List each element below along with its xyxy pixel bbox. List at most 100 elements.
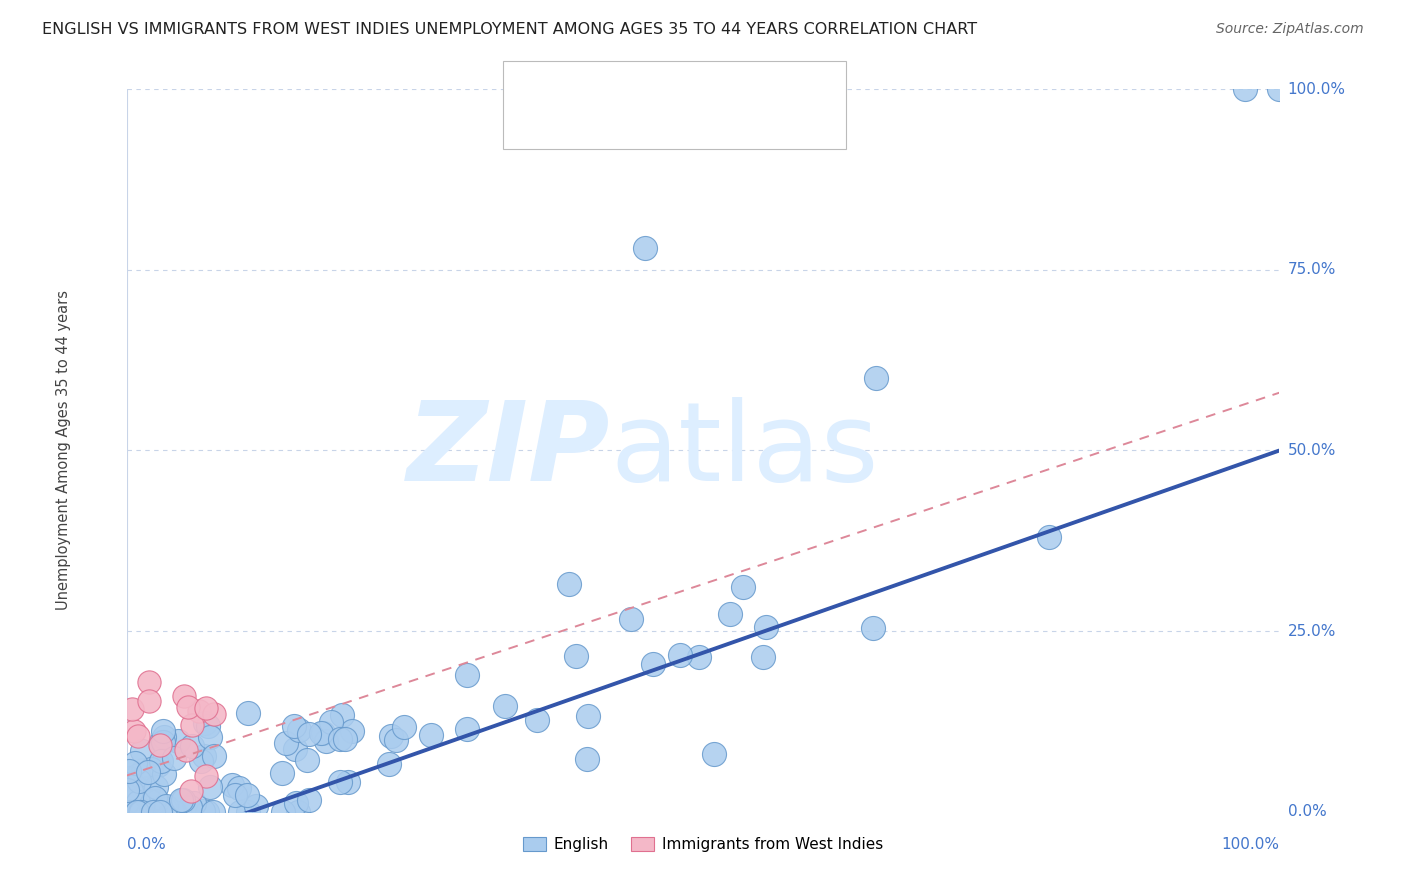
Point [153, 802, 176, 816]
Point [195, 701, 218, 715]
Point [337, 775, 360, 789]
Point [138, 780, 160, 795]
Point [138, 674, 160, 689]
Point [342, 723, 364, 738]
Point [122, 805, 145, 819]
Point [688, 650, 710, 665]
Point [718, 607, 741, 621]
Point [145, 790, 167, 805]
Bar [520, 110, 558, 137]
Point [129, 805, 152, 819]
Point [271, 805, 294, 819]
Point [120, 805, 142, 819]
Point [526, 713, 548, 727]
Bar [520, 72, 558, 100]
Text: 0.0%: 0.0% [1288, 805, 1326, 819]
Text: 25.0%: 25.0% [1288, 624, 1336, 639]
Point [224, 788, 246, 802]
Point [312, 726, 335, 740]
Point [576, 752, 599, 766]
Point [132, 763, 155, 777]
Text: N =: N = [707, 115, 737, 130]
Text: N =: N = [707, 79, 737, 95]
Point [127, 768, 149, 782]
Point [200, 730, 222, 744]
Point [125, 805, 148, 819]
Point [641, 657, 664, 671]
Point [129, 805, 152, 819]
Point [634, 241, 657, 255]
Point [181, 739, 204, 753]
Point [127, 729, 149, 743]
Point [274, 737, 297, 751]
Point [862, 621, 884, 635]
Point [236, 788, 259, 802]
Point [115, 796, 138, 810]
Point [576, 709, 599, 723]
Point [330, 707, 353, 722]
Point [494, 699, 516, 714]
Text: 100.0%: 100.0% [1222, 837, 1279, 852]
Point [335, 732, 357, 747]
Point [131, 744, 153, 758]
Point [124, 756, 146, 770]
Point [456, 722, 478, 736]
Point [127, 795, 149, 809]
Point [309, 726, 332, 740]
Point [297, 753, 319, 767]
Point [180, 784, 202, 798]
Point [202, 706, 225, 721]
Point [146, 758, 169, 772]
Text: 50.0%: 50.0% [1288, 443, 1336, 458]
Point [194, 769, 217, 783]
Point [329, 732, 352, 747]
Point [153, 730, 176, 744]
Point [146, 794, 169, 808]
Point [204, 748, 226, 763]
Point [865, 371, 887, 385]
Point [195, 805, 218, 819]
Point [755, 620, 778, 634]
Point [420, 728, 443, 742]
Point [669, 648, 692, 663]
Text: R =: R = [571, 79, 599, 95]
Point [188, 704, 211, 718]
Point [731, 580, 754, 594]
Point [197, 719, 219, 733]
Text: Source: ZipAtlas.com: Source: ZipAtlas.com [1216, 22, 1364, 37]
Point [128, 774, 150, 789]
Point [194, 715, 217, 730]
Point [121, 702, 143, 716]
Point [149, 805, 172, 819]
Point [179, 800, 201, 814]
Point [298, 727, 321, 741]
Point [238, 706, 260, 721]
Point [201, 805, 224, 819]
Point [283, 718, 305, 732]
Point [174, 743, 197, 757]
Point [378, 756, 401, 771]
Point [170, 793, 193, 807]
Text: 0.150: 0.150 [613, 115, 661, 130]
Point [752, 649, 775, 664]
Point [1233, 82, 1256, 96]
Point [287, 723, 309, 737]
Point [117, 805, 139, 819]
Legend: English, Immigrants from West Indies: English, Immigrants from West Indies [516, 831, 890, 858]
Point [298, 793, 321, 807]
Point [456, 668, 478, 682]
Text: R =: R = [571, 115, 599, 130]
Text: 113: 113 [752, 79, 785, 95]
Point [394, 720, 416, 734]
Point [120, 805, 142, 819]
Point [177, 700, 200, 714]
Point [173, 689, 195, 703]
Point [190, 754, 212, 768]
Point [183, 796, 205, 810]
Point [285, 797, 308, 811]
Text: Unemployment Among Ages 35 to 44 years: Unemployment Among Ages 35 to 44 years [56, 291, 70, 610]
Text: 0.0%: 0.0% [127, 837, 166, 852]
Point [139, 762, 162, 776]
Point [138, 764, 160, 779]
Point [163, 805, 186, 819]
